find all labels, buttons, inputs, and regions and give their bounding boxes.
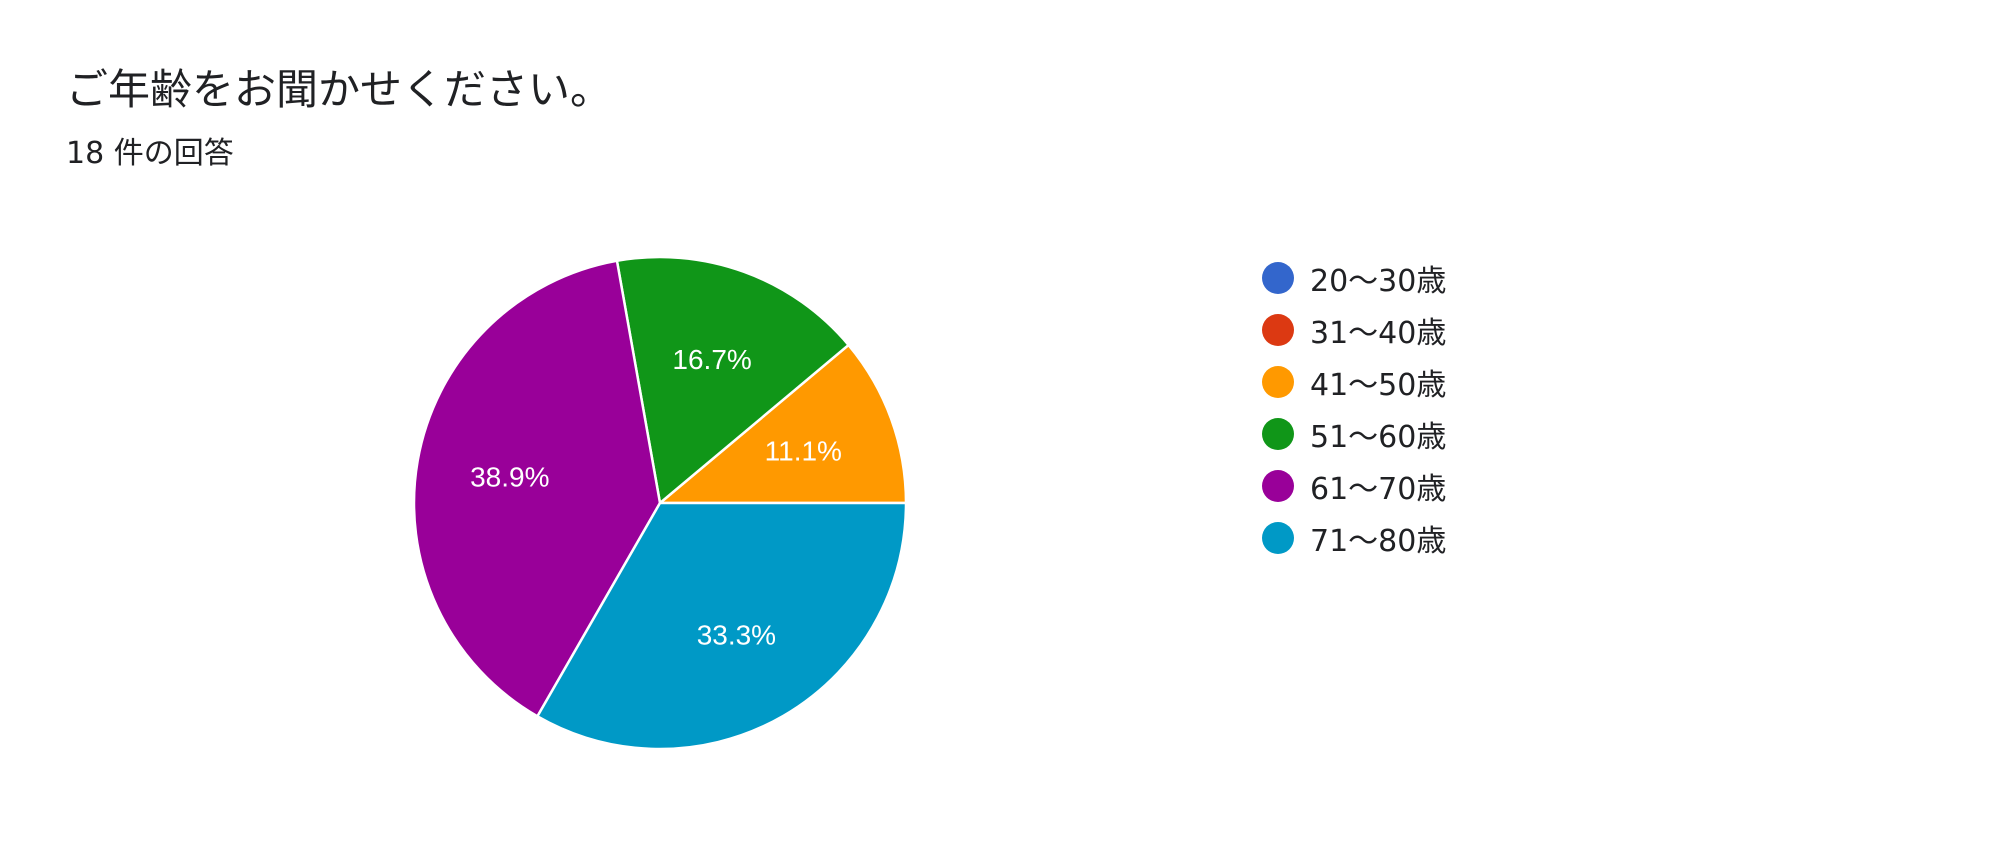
pie-slice[interactable] <box>615 255 851 506</box>
question-title: ご年齢をお聞かせください。 <box>66 65 613 114</box>
pie-slices <box>412 255 908 751</box>
legend-item[interactable]: 31〜40歳 <box>1262 304 1446 356</box>
legend-item[interactable]: 41〜50歳 <box>1262 356 1446 408</box>
legend-swatch-icon <box>1262 366 1294 398</box>
pie-slice[interactable] <box>412 259 662 719</box>
pie-slice[interactable] <box>656 343 908 505</box>
legend-swatch-icon <box>1262 262 1294 294</box>
legend-item[interactable]: 71〜80歳 <box>1262 512 1446 564</box>
legend-swatch-icon <box>1262 522 1294 554</box>
slice-percent-label: 33.3% <box>697 620 776 651</box>
legend-swatch-icon <box>1262 470 1294 502</box>
pie-labels: 11.1% 16.7% 38.9% 33.3% <box>470 344 842 650</box>
legend-label: 61〜70歳 <box>1310 472 1447 507</box>
response-count: 18 件の回答 <box>66 136 234 171</box>
legend-item[interactable]: 51〜60歳 <box>1262 408 1446 460</box>
legend-item[interactable]: 20〜30歳 <box>1262 252 1446 304</box>
legend-label: 20〜30歳 <box>1310 264 1447 299</box>
legend-swatch-icon <box>1262 314 1294 346</box>
legend-label: 71〜80歳 <box>1310 524 1447 559</box>
slice-percent-label: 16.7% <box>672 344 751 375</box>
legend-label: 41〜50歳 <box>1310 368 1447 403</box>
legend-label: 31〜40歳 <box>1310 316 1447 351</box>
legend-item[interactable]: 61〜70歳 <box>1262 460 1446 512</box>
legend-swatch-icon <box>1262 418 1294 450</box>
slice-percent-label: 11.1% <box>765 435 842 466</box>
legend: 20〜30歳 31〜40歳 41〜50歳 51〜60歳 61〜70歳 71〜80歳 <box>1262 252 1446 564</box>
pie-slice[interactable] <box>535 501 908 751</box>
slice-percent-label: 38.9% <box>470 461 549 492</box>
legend-label: 51〜60歳 <box>1310 420 1447 455</box>
